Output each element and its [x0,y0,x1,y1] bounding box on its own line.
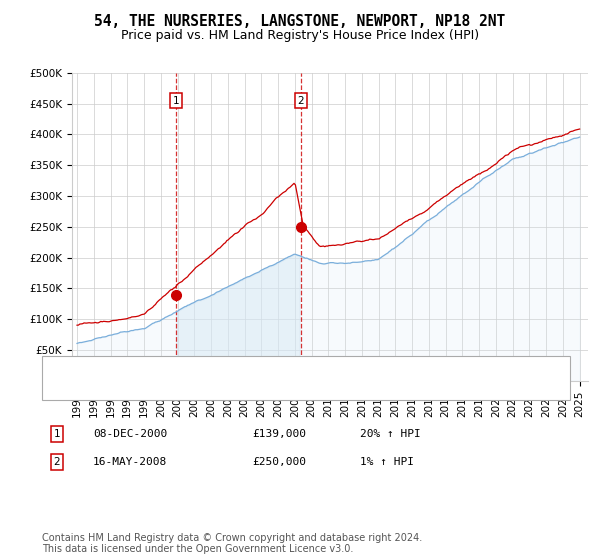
Text: 08-DEC-2000: 08-DEC-2000 [93,429,167,439]
Text: —: — [60,380,76,395]
Text: —: — [60,361,76,376]
Text: 1% ↑ HPI: 1% ↑ HPI [360,457,414,467]
Text: 2: 2 [298,96,304,105]
Text: 1: 1 [53,429,61,439]
Text: 2: 2 [53,457,61,467]
Text: £139,000: £139,000 [252,429,306,439]
Text: 54, THE NURSERIES, LANGSTONE, NEWPORT, NP18 2NT: 54, THE NURSERIES, LANGSTONE, NEWPORT, N… [94,14,506,29]
Text: Contains HM Land Registry data © Crown copyright and database right 2024.
This d: Contains HM Land Registry data © Crown c… [42,533,422,554]
Text: HPI: Average price, detached house, Newport: HPI: Average price, detached house, Newp… [84,383,337,393]
Text: Price paid vs. HM Land Registry's House Price Index (HPI): Price paid vs. HM Land Registry's House … [121,29,479,42]
Text: 1: 1 [173,96,179,105]
Text: £250,000: £250,000 [252,457,306,467]
Text: 16-MAY-2008: 16-MAY-2008 [93,457,167,467]
Text: 20% ↑ HPI: 20% ↑ HPI [360,429,421,439]
Text: 54, THE NURSERIES, LANGSTONE, NEWPORT, NP18 2NT (detached house): 54, THE NURSERIES, LANGSTONE, NEWPORT, N… [84,363,497,373]
